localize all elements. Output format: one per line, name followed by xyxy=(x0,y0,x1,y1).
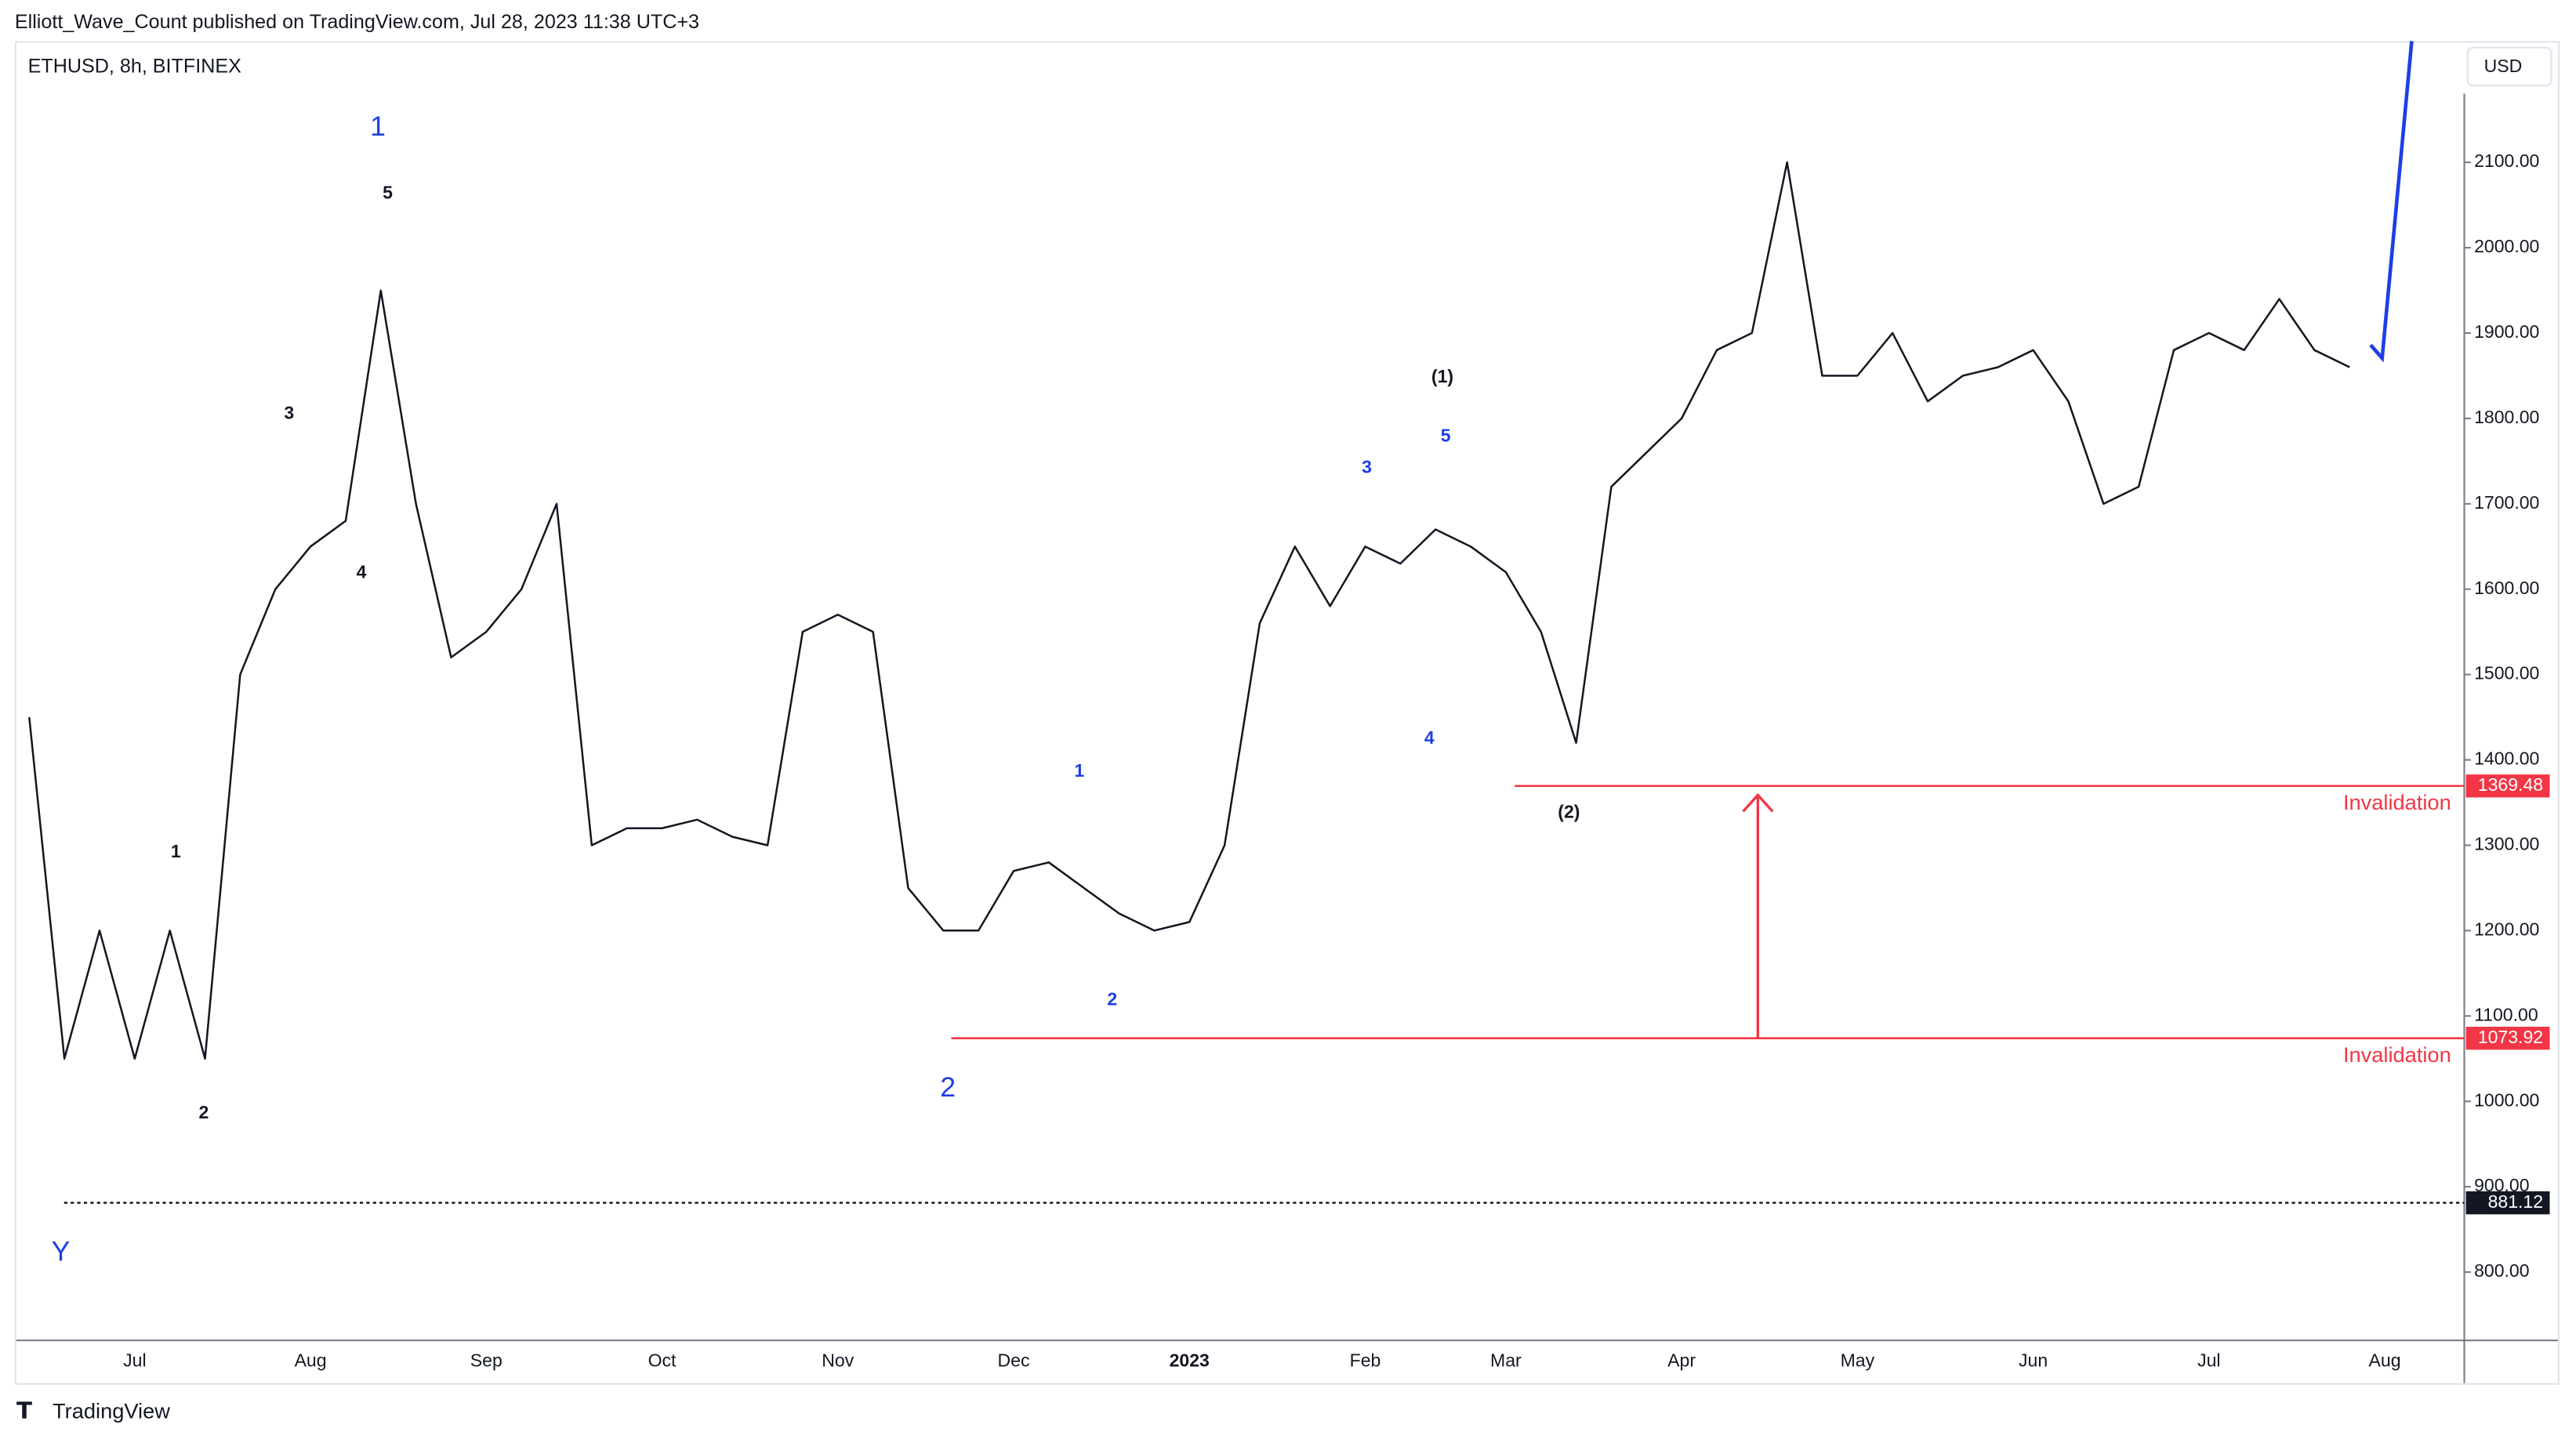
level-note: Invalidation xyxy=(2343,790,2451,814)
level-badge xyxy=(2465,1191,2550,1215)
currency-box xyxy=(2466,46,2552,87)
wave-label: 3 xyxy=(284,402,294,422)
x-tick-label: May xyxy=(1841,1350,1875,1370)
frame xyxy=(14,41,2560,1385)
wave-label: Y xyxy=(52,1235,71,1267)
x-tick-label: Mar xyxy=(1490,1350,1522,1370)
x-tick-label: Oct xyxy=(648,1350,677,1370)
y-tick-label: 1300.00 xyxy=(2474,834,2539,854)
wave-label: 1 xyxy=(171,841,181,861)
level-badge xyxy=(2465,774,2550,798)
x-tick-label: Apr xyxy=(1667,1350,1696,1370)
y-tick-label: 2100.00 xyxy=(2474,150,2539,171)
y-tick-label: 1900.00 xyxy=(2474,321,2539,342)
y-tick-label: 1500.00 xyxy=(2474,663,2539,683)
y-tick-label: 1400.00 xyxy=(2474,748,2539,769)
x-tick-label: Feb xyxy=(1350,1350,1381,1370)
wave-label: 3 xyxy=(1362,456,1372,477)
symbol: ETHUSD, 8h, BITFINEX xyxy=(28,56,241,78)
target-arrow xyxy=(1742,792,1774,1038)
wave-label: 4 xyxy=(357,562,367,582)
level-label: 1073.92 xyxy=(2478,1027,2543,1047)
projection-line xyxy=(2369,41,2414,363)
wave-label: (1) xyxy=(1431,366,1453,386)
level-label: 881.12 xyxy=(2488,1191,2543,1212)
y-tick-label: 1200.00 xyxy=(2474,919,2539,939)
x-tick-label: Aug xyxy=(295,1350,327,1370)
x-tick-label: Jun xyxy=(2019,1350,2048,1370)
wave-label: 2 xyxy=(198,1102,209,1122)
y-tick-label: 800.00 xyxy=(2474,1260,2530,1281)
x-tick-label: 2023 xyxy=(1170,1350,1210,1370)
x-tick-label: Dec xyxy=(998,1350,1030,1370)
level-badge xyxy=(2465,1027,2550,1050)
byline: Elliott_Wave_Count published on TradingV… xyxy=(15,11,699,33)
x-tick-label: Jul xyxy=(123,1350,146,1370)
currency: USD xyxy=(2484,56,2523,76)
wave-label: 4 xyxy=(1424,727,1435,748)
x-tick-label: Jul xyxy=(2197,1350,2220,1370)
level-label: 1369.48 xyxy=(2478,774,2543,795)
wave-label: 5 xyxy=(383,182,393,202)
y-tick-label: 1000.00 xyxy=(2474,1089,2539,1110)
y-tick-label: 1700.00 xyxy=(2474,492,2539,513)
y-tick-label: 1800.00 xyxy=(2474,407,2539,427)
x-tick-label: Sep xyxy=(470,1350,503,1370)
wave-label: 2 xyxy=(940,1071,956,1103)
logo-mark: 𝗧 xyxy=(16,1398,32,1424)
wave-label: (2) xyxy=(1558,802,1580,822)
y-tick-label: 1600.00 xyxy=(2474,578,2539,598)
price-line xyxy=(28,161,2350,1060)
wave-label: 2 xyxy=(1107,988,1117,1009)
wave-label: 5 xyxy=(1441,426,1451,446)
y-tick-label: 2000.00 xyxy=(2474,236,2539,256)
wave-label: 1 xyxy=(1074,760,1084,781)
y-tick-label: 1100.00 xyxy=(2474,1004,2538,1024)
x-tick-label: Aug xyxy=(2369,1350,2401,1370)
level-note: Invalidation xyxy=(2343,1042,2451,1067)
brand: TradingView xyxy=(53,1399,170,1423)
x-tick-label: Nov xyxy=(822,1350,854,1370)
wave-label: 1 xyxy=(370,111,386,142)
